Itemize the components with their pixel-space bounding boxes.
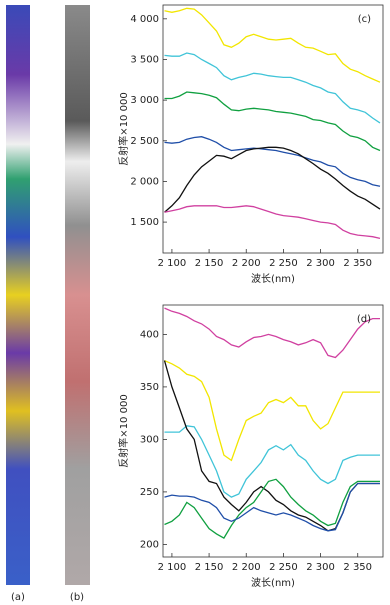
panel-label: (b) [70, 592, 84, 603]
x-tick-label: 2 100 [158, 562, 187, 573]
y-tick-label: 250 [140, 487, 159, 498]
x-tick-label: 2 250 [269, 258, 298, 269]
x-tick-label: 2 100 [158, 258, 187, 269]
series-line [164, 7, 381, 83]
y-axis-label: 反射率×10 000 [117, 92, 130, 165]
x-tick-label: 2 150 [195, 258, 224, 269]
x-tick-label: 2 300 [306, 562, 335, 573]
series-line [163, 360, 380, 532]
x-tick-label: 2 150 [195, 562, 224, 573]
y-tick-label: 2 500 [130, 136, 159, 147]
y-tick-label: 1 500 [130, 217, 159, 228]
panel-label: (a) [11, 592, 25, 603]
series-line [164, 205, 381, 240]
y-tick-label: 200 [140, 539, 159, 550]
x-tick-label: 2 200 [232, 258, 261, 269]
y-tick-label: 300 [140, 434, 159, 445]
y-tick-label: 2 000 [130, 176, 159, 187]
series-line [164, 307, 380, 359]
series-line [164, 146, 381, 213]
y-tick-label: 3 000 [130, 95, 159, 106]
plot-frame [162, 4, 384, 254]
plot-frame [162, 304, 384, 558]
y-tick-label: 400 [140, 329, 159, 340]
panel-label: (c) [358, 14, 371, 25]
x-axis-label: 波长(nm) [251, 576, 295, 589]
y-axis-label: 反射率×10 000 [117, 394, 130, 467]
x-tick-label: 2 200 [232, 562, 261, 573]
series-line [164, 91, 381, 152]
panel-label: (d) [357, 314, 371, 325]
series-line [164, 136, 381, 187]
image-strip-b [65, 5, 90, 585]
series-line [164, 360, 380, 462]
series-line [164, 478, 380, 539]
y-tick-label: 350 [140, 382, 159, 393]
x-tick-label: 2 250 [269, 562, 298, 573]
x-tick-label: 2 300 [306, 258, 335, 269]
y-tick-label: 4 000 [130, 14, 159, 25]
series-line [164, 482, 380, 532]
x-tick-label: 2 350 [343, 562, 372, 573]
y-tick-label: 3 500 [130, 54, 159, 65]
series-line [164, 52, 381, 124]
image-strip-a [6, 5, 30, 585]
x-axis-label: 波长(nm) [251, 272, 295, 285]
series-line [164, 425, 380, 498]
x-tick-label: 2 350 [343, 258, 372, 269]
